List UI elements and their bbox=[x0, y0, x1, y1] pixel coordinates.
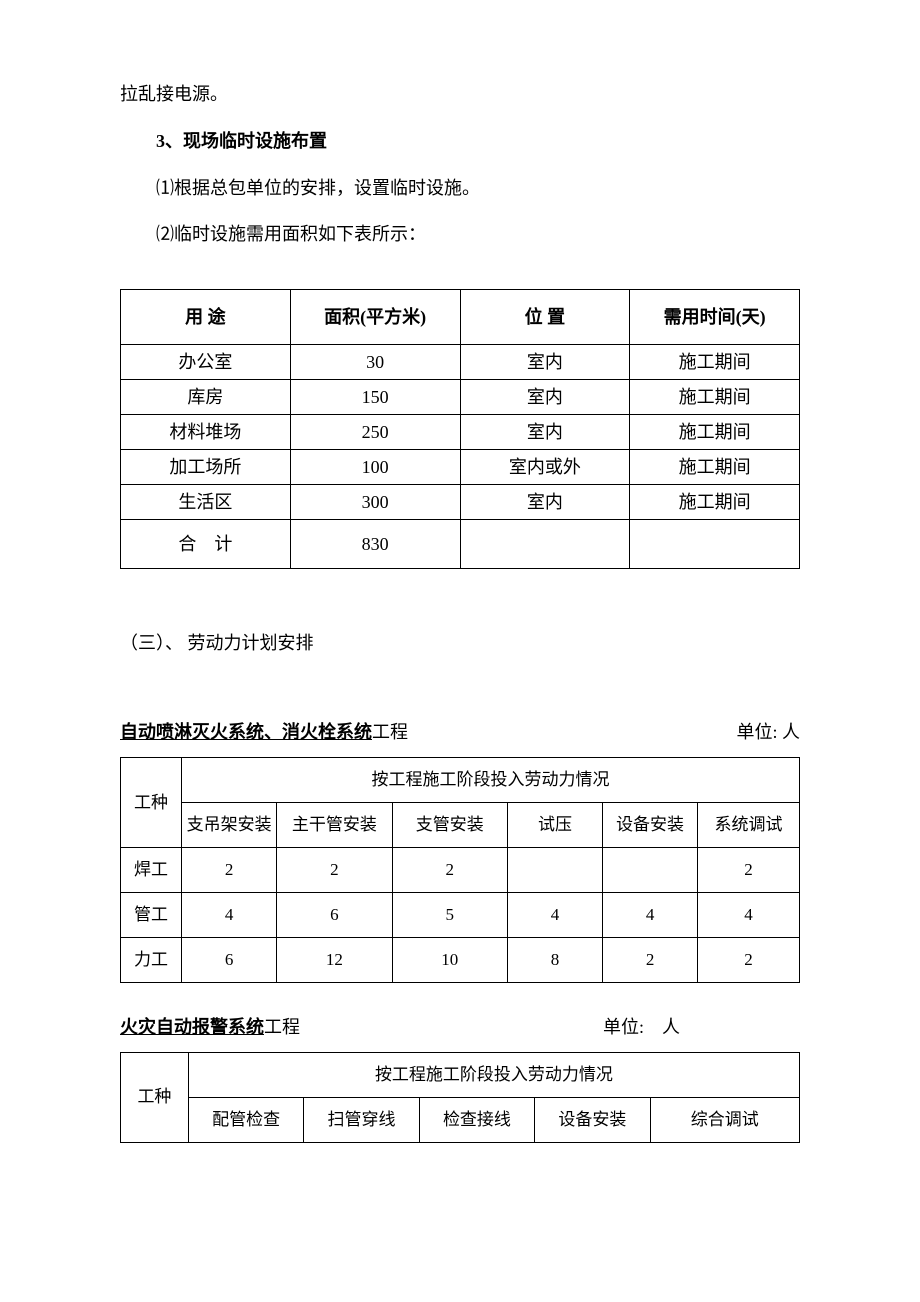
section-3-title: 3、现场临时设施布置 bbox=[120, 127, 800, 156]
t3-stage-header: 配管检查 bbox=[188, 1097, 303, 1142]
t2-cell: 2 bbox=[392, 847, 507, 892]
t1-cell: 施工期间 bbox=[630, 380, 800, 415]
table-row: 焊工2222 bbox=[121, 847, 800, 892]
t2-cell bbox=[508, 847, 603, 892]
table-row: 生活区300室内施工期间 bbox=[121, 485, 800, 520]
table3-title-tail: 工程 bbox=[264, 1017, 300, 1037]
table3-title: 火灾自动报警系统工程 bbox=[120, 1013, 300, 1042]
t1-cell: 施工期间 bbox=[630, 415, 800, 450]
table-row: 加工场所100室内或外施工期间 bbox=[121, 450, 800, 485]
t1-cell: 250 bbox=[290, 415, 460, 450]
section-3-para-2: ⑵临时设施需用面积如下表所示： bbox=[120, 220, 800, 249]
table-row: 办公室30室内施工期间 bbox=[121, 345, 800, 380]
t2-cell: 6 bbox=[277, 892, 392, 937]
t2-stage-header: 设备安装 bbox=[603, 802, 698, 847]
table-row: 库房150室内施工期间 bbox=[121, 380, 800, 415]
t1-header-cell: 需用时间(天) bbox=[630, 290, 800, 345]
t1-cell: 830 bbox=[290, 520, 460, 569]
t1-cell: 室内 bbox=[460, 415, 630, 450]
t2-cell: 6 bbox=[182, 937, 277, 982]
t1-cell bbox=[460, 520, 630, 569]
facilities-table: 用 途面积(平方米)位 置需用时间(天) 办公室30室内施工期间库房150室内施… bbox=[120, 289, 800, 569]
t1-cell: 生活区 bbox=[121, 485, 291, 520]
t2-stage-header: 主干管安装 bbox=[277, 802, 392, 847]
table3-unit-label: 单位: 人 bbox=[603, 1013, 800, 1042]
t2-row-label: 焊工 bbox=[121, 847, 182, 892]
t1-cell: 施工期间 bbox=[630, 485, 800, 520]
t3-group-header: 按工程施工阶段投入劳动力情况 bbox=[188, 1052, 799, 1097]
table2-title-tail: 工程 bbox=[372, 722, 408, 742]
table2-unit-label: 单位: 人 bbox=[736, 718, 800, 747]
t2-stage-header: 支吊架安装 bbox=[182, 802, 277, 847]
table-row: 管工465444 bbox=[121, 892, 800, 937]
intro-trailing-text: 拉乱接电源。 bbox=[120, 80, 800, 109]
t1-cell: 施工期间 bbox=[630, 345, 800, 380]
t3-stage-header: 综合调试 bbox=[650, 1097, 799, 1142]
t1-cell: 150 bbox=[290, 380, 460, 415]
t2-group-header: 按工程施工阶段投入劳动力情况 bbox=[182, 757, 800, 802]
t2-cell: 12 bbox=[277, 937, 392, 982]
t3-stage-header: 检查接线 bbox=[419, 1097, 534, 1142]
t2-cell: 2 bbox=[698, 847, 800, 892]
t3-row-label-header: 工种 bbox=[121, 1052, 189, 1142]
t1-header-cell: 面积(平方米) bbox=[290, 290, 460, 345]
t2-cell: 2 bbox=[698, 937, 800, 982]
t1-cell: 室内 bbox=[460, 380, 630, 415]
t1-cell: 300 bbox=[290, 485, 460, 520]
t2-cell: 5 bbox=[392, 892, 507, 937]
table-row: 力工61210822 bbox=[121, 937, 800, 982]
table-row: 材料堆场250室内施工期间 bbox=[121, 415, 800, 450]
t3-stage-header: 扫管穿线 bbox=[304, 1097, 419, 1142]
t1-cell: 室内 bbox=[460, 345, 630, 380]
t2-row-label: 力工 bbox=[121, 937, 182, 982]
t1-cell: 30 bbox=[290, 345, 460, 380]
t2-cell: 4 bbox=[698, 892, 800, 937]
t2-cell: 4 bbox=[508, 892, 603, 937]
table2-title-underline: 自动喷淋灭火系统、消火栓系统 bbox=[120, 722, 372, 742]
t1-cell: 库房 bbox=[121, 380, 291, 415]
table3-title-underline: 火灾自动报警系统 bbox=[120, 1017, 264, 1037]
labor-section-heading: （三）、 劳动力计划安排 bbox=[120, 629, 800, 658]
labor-table-fire-alarm: 工种 按工程施工阶段投入劳动力情况 配管检查扫管穿线检查接线设备安装综合调试 bbox=[120, 1052, 800, 1143]
t2-cell: 4 bbox=[603, 892, 698, 937]
t1-header-cell: 位 置 bbox=[460, 290, 630, 345]
table3-caption-row: 火灾自动报警系统工程 单位: 人 bbox=[120, 1013, 800, 1042]
table2-title: 自动喷淋灭火系统、消火栓系统工程 bbox=[120, 718, 408, 747]
t1-header-cell: 用 途 bbox=[121, 290, 291, 345]
t1-cell: 100 bbox=[290, 450, 460, 485]
t1-cell: 施工期间 bbox=[630, 450, 800, 485]
t2-cell: 8 bbox=[508, 937, 603, 982]
t1-cell: 室内或外 bbox=[460, 450, 630, 485]
t1-cell: 室内 bbox=[460, 485, 630, 520]
t2-cell bbox=[603, 847, 698, 892]
t2-stage-header: 支管安装 bbox=[392, 802, 507, 847]
section-3-para-1: ⑴根据总包单位的安排，设置临时设施。 bbox=[120, 174, 800, 203]
t1-cell: 办公室 bbox=[121, 345, 291, 380]
t2-row-label: 管工 bbox=[121, 892, 182, 937]
table-row: 合 计830 bbox=[121, 520, 800, 569]
t2-cell: 2 bbox=[603, 937, 698, 982]
t1-cell: 加工场所 bbox=[121, 450, 291, 485]
labor-table-sprinkler: 工种 按工程施工阶段投入劳动力情况 支吊架安装主干管安装支管安装试压设备安装系统… bbox=[120, 757, 800, 983]
t3-stage-header: 设备安装 bbox=[535, 1097, 650, 1142]
t1-cell bbox=[630, 520, 800, 569]
t2-cell: 2 bbox=[182, 847, 277, 892]
t2-cell: 2 bbox=[277, 847, 392, 892]
t2-cell: 4 bbox=[182, 892, 277, 937]
t2-row-label-header: 工种 bbox=[121, 757, 182, 847]
t2-stage-header: 试压 bbox=[508, 802, 603, 847]
t2-stage-header: 系统调试 bbox=[698, 802, 800, 847]
t2-cell: 10 bbox=[392, 937, 507, 982]
table2-caption-row: 自动喷淋灭火系统、消火栓系统工程 单位: 人 bbox=[120, 718, 800, 747]
t1-cell: 合 计 bbox=[121, 520, 291, 569]
t1-cell: 材料堆场 bbox=[121, 415, 291, 450]
